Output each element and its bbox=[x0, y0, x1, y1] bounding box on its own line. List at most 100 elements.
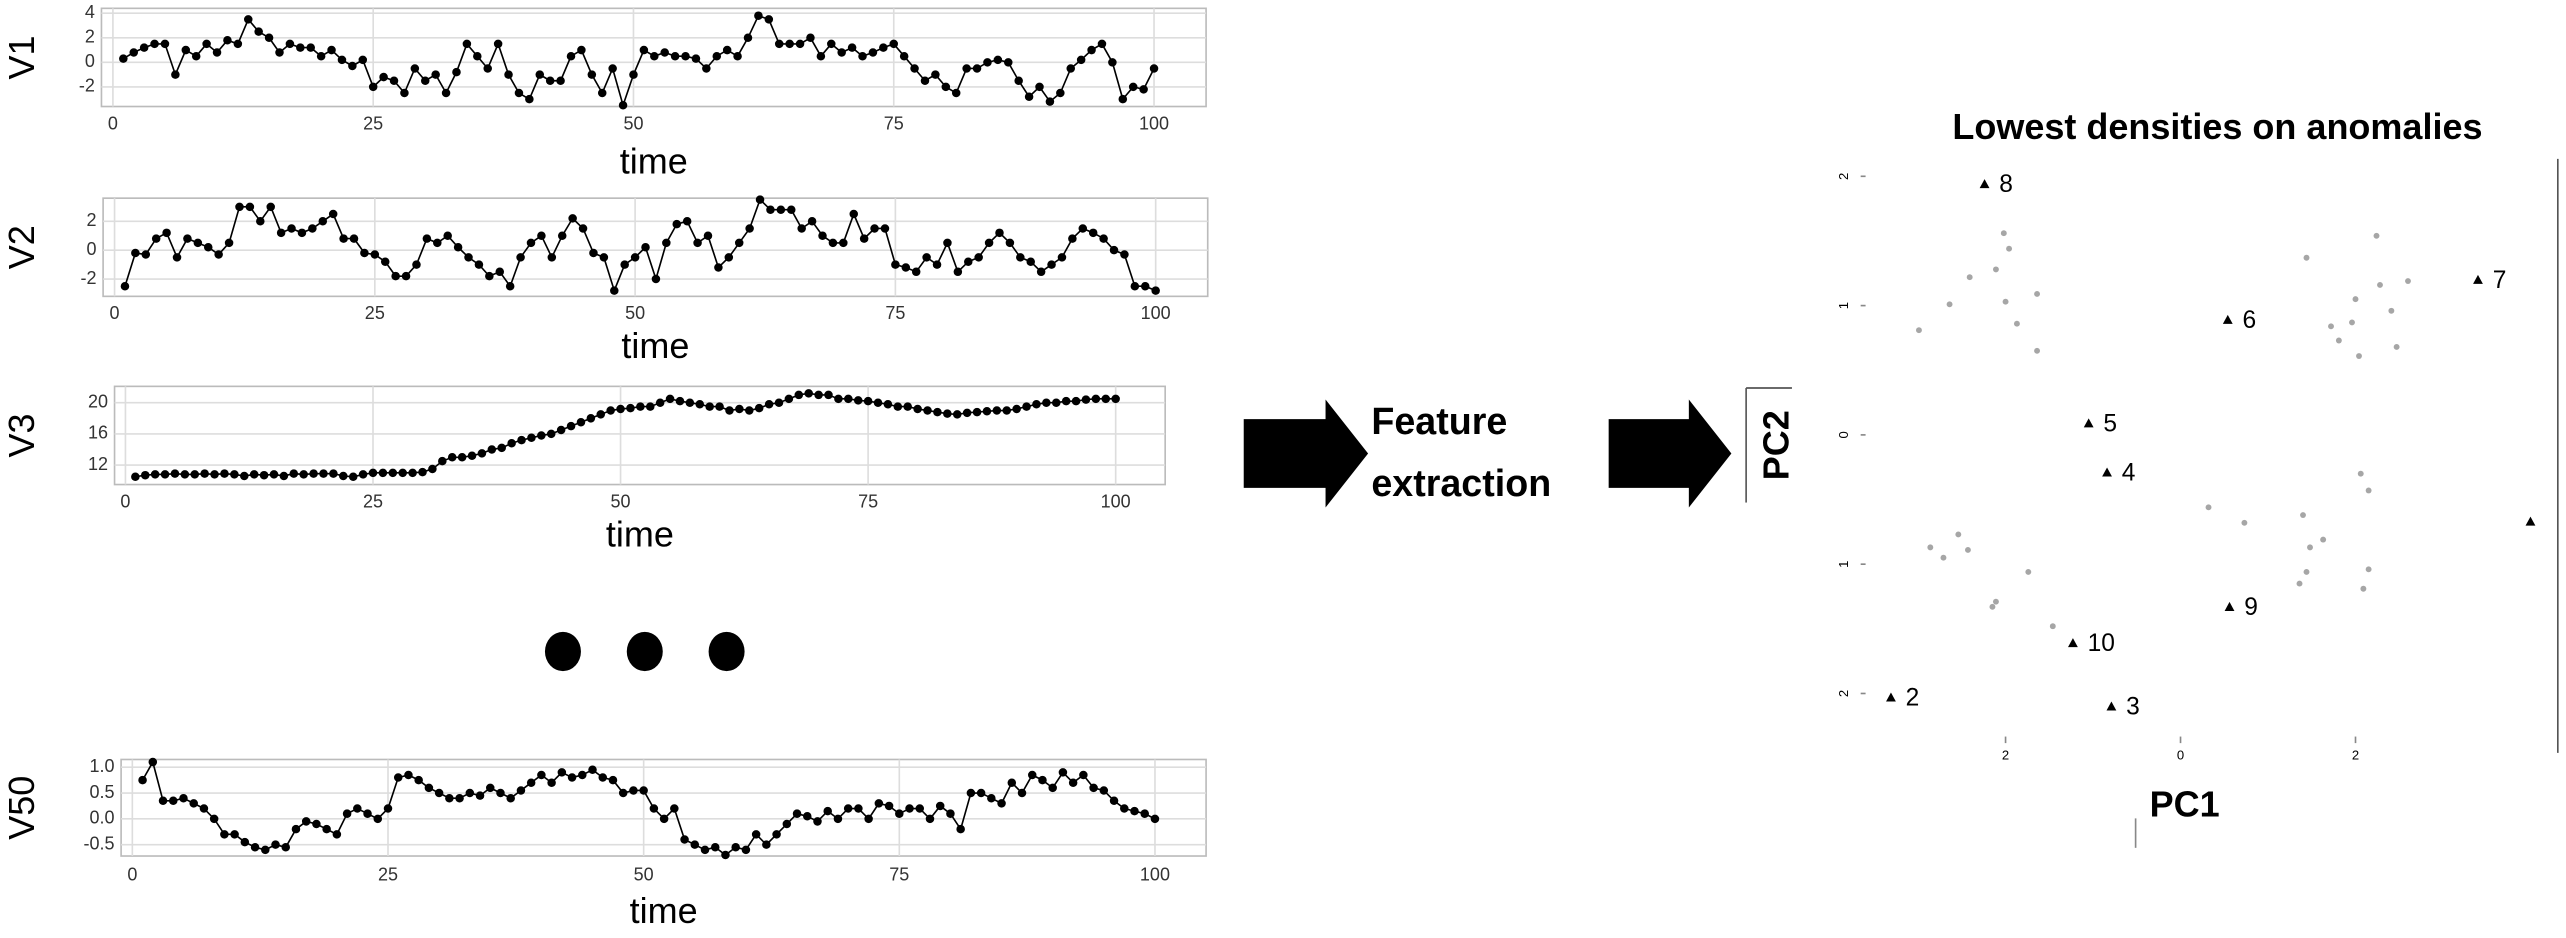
data-point bbox=[1099, 786, 1109, 795]
data-point bbox=[735, 404, 744, 414]
data-point bbox=[410, 64, 420, 73]
data-point bbox=[962, 64, 971, 73]
data-point bbox=[383, 804, 393, 813]
data-point bbox=[353, 804, 362, 813]
data-point bbox=[987, 793, 996, 803]
data-point bbox=[266, 202, 275, 212]
data-point bbox=[183, 234, 192, 243]
y-axis-label: PC2 bbox=[1755, 410, 1796, 480]
data-point bbox=[636, 402, 645, 411]
data-point bbox=[557, 231, 567, 240]
data-point bbox=[588, 765, 597, 775]
data-point bbox=[388, 468, 398, 478]
series-line bbox=[135, 392, 1116, 478]
data-point bbox=[249, 470, 259, 479]
data-point bbox=[626, 403, 635, 413]
data-point bbox=[859, 234, 869, 243]
data-point bbox=[2025, 568, 2032, 575]
data-point bbox=[467, 451, 477, 460]
data-point bbox=[873, 398, 883, 407]
y-tick-label: -2 bbox=[79, 76, 95, 96]
data-point bbox=[794, 390, 804, 400]
data-point bbox=[1141, 281, 1150, 291]
data-point bbox=[191, 51, 201, 61]
data-point bbox=[150, 39, 159, 49]
data-point bbox=[804, 389, 813, 398]
data-point bbox=[2303, 254, 2310, 261]
x-tick-label: 2 bbox=[2002, 748, 2009, 763]
data-point bbox=[497, 443, 506, 453]
data-point bbox=[457, 453, 467, 462]
data-point bbox=[733, 51, 742, 61]
plot-frame bbox=[120, 758, 1207, 857]
data-point bbox=[700, 845, 710, 855]
x-tick-label: 2 bbox=[2352, 748, 2359, 763]
data-point bbox=[725, 406, 734, 415]
data-point bbox=[526, 778, 536, 787]
data-point bbox=[743, 33, 753, 43]
data-point bbox=[557, 768, 567, 777]
data-point bbox=[616, 404, 625, 414]
data-point bbox=[537, 231, 546, 240]
data-point bbox=[824, 390, 833, 400]
data-point bbox=[2034, 347, 2041, 354]
x-tick-label: 75 bbox=[885, 303, 905, 323]
data-point bbox=[389, 76, 399, 86]
data-point bbox=[2000, 230, 2007, 237]
plot-frame bbox=[113, 385, 1166, 486]
data-point bbox=[547, 778, 556, 787]
data-point bbox=[151, 234, 161, 243]
data-point bbox=[504, 70, 513, 79]
data-point bbox=[244, 15, 253, 24]
point-label: 8 bbox=[1999, 171, 2013, 198]
data-point bbox=[751, 830, 761, 839]
data-point bbox=[447, 453, 457, 462]
data-point bbox=[893, 402, 903, 411]
x-tick-label: 0 bbox=[2177, 748, 2184, 763]
data-point bbox=[276, 228, 286, 238]
data-point bbox=[358, 55, 368, 65]
data-point bbox=[327, 45, 336, 55]
data-point bbox=[379, 72, 388, 82]
ellipsis-dot bbox=[708, 631, 745, 672]
data-point bbox=[202, 39, 211, 49]
point-label: 2 bbox=[1906, 684, 1920, 711]
data-point bbox=[606, 406, 615, 415]
data-point bbox=[868, 48, 878, 57]
data-point bbox=[1940, 554, 1947, 561]
data-point bbox=[2307, 544, 2313, 551]
point-label: 10 bbox=[2088, 630, 2115, 657]
data-point bbox=[120, 281, 130, 291]
data-point bbox=[287, 224, 296, 233]
data-point bbox=[854, 804, 863, 813]
data-point bbox=[431, 70, 440, 79]
data-point bbox=[2377, 281, 2383, 288]
x-tick-label: 25 bbox=[363, 491, 383, 511]
data-point bbox=[2357, 470, 2364, 477]
data-point bbox=[608, 775, 618, 785]
data-point bbox=[445, 793, 454, 803]
point-label: 4 bbox=[2122, 460, 2136, 487]
data-point bbox=[342, 809, 352, 818]
data-point bbox=[1101, 394, 1111, 404]
data-point bbox=[935, 801, 945, 811]
series-line bbox=[124, 198, 1156, 294]
anomaly-point bbox=[2106, 701, 2117, 711]
data-point bbox=[401, 271, 411, 281]
data-point bbox=[837, 48, 846, 57]
y-tick-label: 1 bbox=[1836, 302, 1851, 309]
y-tick-label: 12 bbox=[88, 454, 108, 474]
data-point bbox=[983, 58, 992, 67]
data-point bbox=[1150, 814, 1160, 824]
data-point bbox=[660, 48, 669, 57]
data-point bbox=[1130, 281, 1140, 291]
data-point bbox=[589, 248, 598, 258]
data-point bbox=[920, 76, 930, 86]
data-point bbox=[879, 43, 888, 52]
data-point bbox=[721, 850, 730, 860]
data-point bbox=[546, 429, 556, 439]
data-point bbox=[526, 238, 536, 248]
data-point bbox=[833, 814, 843, 824]
data-point bbox=[1056, 88, 1065, 98]
data-point bbox=[1047, 260, 1056, 269]
